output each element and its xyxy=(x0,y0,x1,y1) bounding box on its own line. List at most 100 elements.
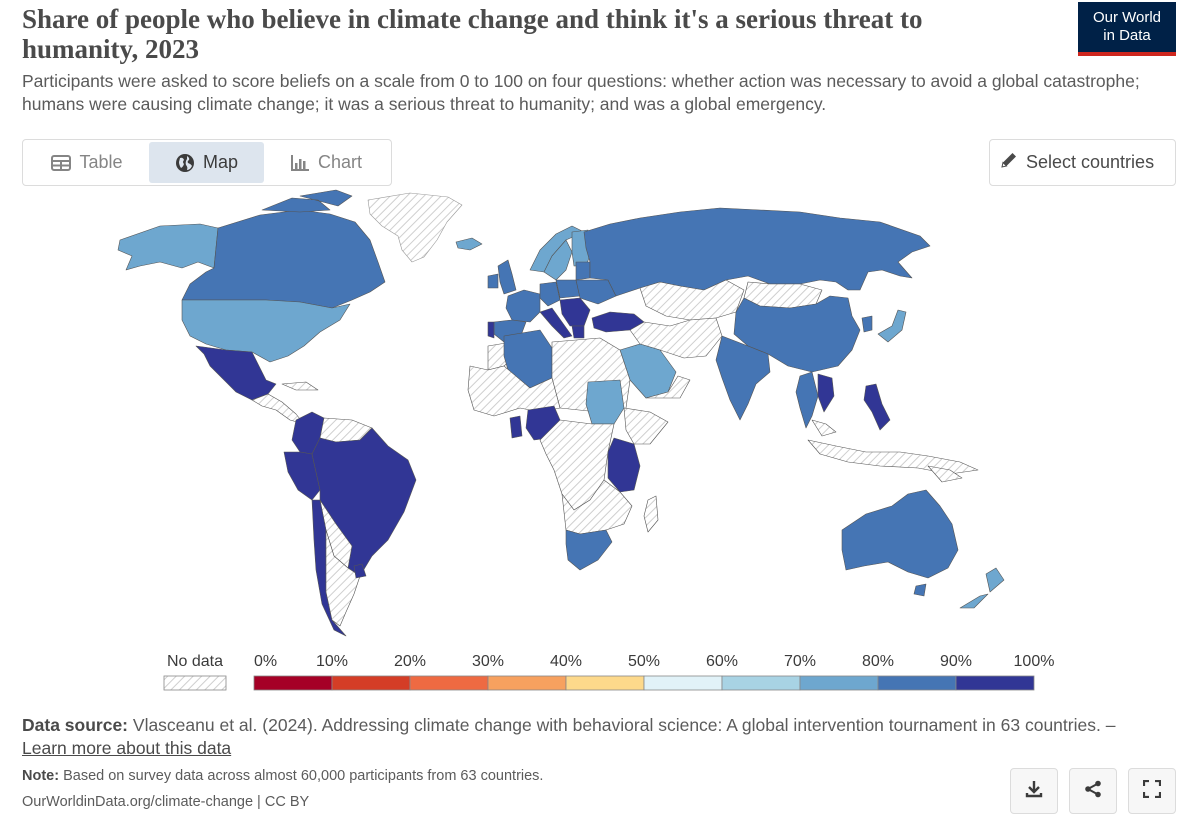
note-text: Based on survey data across almost 60,00… xyxy=(63,768,544,784)
region-alaska[interactable] xyxy=(117,223,219,271)
region-south-africa[interactable] xyxy=(565,529,613,571)
region-caribbean[interactable] xyxy=(281,381,319,391)
legend-no-data-swatch xyxy=(163,675,227,691)
region-new-zealand[interactable] xyxy=(959,567,1005,609)
region-argentina[interactable] xyxy=(325,529,361,627)
legend-bin-0[interactable] xyxy=(253,675,333,691)
region-germany[interactable] xyxy=(539,281,561,307)
region-indonesia[interactable] xyxy=(807,439,979,475)
download-icon xyxy=(1024,779,1044,804)
region-saudi-arabia[interactable] xyxy=(619,343,677,399)
share-icon xyxy=(1083,779,1103,804)
region-vietnam[interactable] xyxy=(817,373,835,413)
region-japan[interactable] xyxy=(877,309,907,343)
region-png[interactable] xyxy=(927,465,963,483)
legend-tick-label: 50% xyxy=(628,653,660,670)
legend-bin-1[interactable] xyxy=(331,675,411,691)
region-australia[interactable] xyxy=(841,489,959,579)
note: Note: Based on survey data across almost… xyxy=(22,768,543,784)
region-central-america[interactable] xyxy=(251,393,305,425)
region-italy[interactable] xyxy=(539,307,573,339)
tab-map[interactable]: Map xyxy=(149,142,264,183)
region-uruguay[interactable] xyxy=(353,563,367,579)
learn-more-link[interactable]: Learn more about this data xyxy=(22,738,232,758)
legend-bin-5[interactable] xyxy=(643,675,723,691)
legend-tick-label: 40% xyxy=(550,653,582,670)
legend-tick-label: 100% xyxy=(1014,653,1055,670)
legend-bin-6[interactable] xyxy=(721,675,801,691)
region-madagascar[interactable] xyxy=(643,495,659,533)
source-text: Vlasceanu et al. (2024). Addressing clim… xyxy=(132,715,1116,735)
fullscreen-button[interactable] xyxy=(1128,768,1176,814)
tab-table[interactable]: Table xyxy=(25,142,149,183)
fullscreen-icon xyxy=(1142,779,1162,803)
region-greece[interactable] xyxy=(571,325,585,339)
region-usa[interactable] xyxy=(181,299,351,363)
pencil-icon xyxy=(1000,151,1018,174)
tab-chart-label: Chart xyxy=(317,152,362,172)
legend-tick-label: 0% xyxy=(254,653,277,670)
source-label: Data source: xyxy=(22,715,129,735)
region-brazil[interactable] xyxy=(311,427,417,577)
select-countries-label: Select countries xyxy=(1026,152,1155,172)
region-thailand[interactable] xyxy=(795,371,819,429)
legend-bin-8[interactable] xyxy=(877,675,957,691)
view-tabs: Table Map Chart xyxy=(22,139,392,186)
region-ireland[interactable] xyxy=(487,273,499,289)
region-canada-islands[interactable] xyxy=(261,189,353,213)
region-portugal[interactable] xyxy=(487,321,495,339)
world-map xyxy=(0,188,1180,648)
tab-chart[interactable]: Chart xyxy=(264,142,388,183)
legend-tick-label: 80% xyxy=(862,653,894,670)
tab-table-label: Table xyxy=(79,152,123,172)
region-baltics[interactable] xyxy=(575,261,591,281)
legend-tick-label: 20% xyxy=(394,653,426,670)
logo-line-2: in Data xyxy=(1103,27,1151,44)
region-canada[interactable] xyxy=(181,209,386,309)
region-india[interactable] xyxy=(715,335,771,421)
region-greenland[interactable] xyxy=(367,192,463,263)
legend-tick-label: 30% xyxy=(472,653,504,670)
region-malaysia[interactable] xyxy=(811,419,837,437)
legend-bin-2[interactable] xyxy=(409,675,489,691)
legend-bin-7[interactable] xyxy=(799,675,879,691)
region-sudan[interactable] xyxy=(585,379,625,425)
region-uk[interactable] xyxy=(497,259,517,295)
credit-link[interactable]: OurWorldinData.org/climate-change | CC B… xyxy=(22,794,310,810)
region-south-korea[interactable] xyxy=(861,315,873,333)
legend-tick-label: 10% xyxy=(316,653,348,670)
region-iceland[interactable] xyxy=(455,237,483,251)
region-yemen-oman[interactable] xyxy=(645,375,691,399)
data-source: Data source: Vlasceanu et al. (2024). Ad… xyxy=(22,714,1162,760)
note-label: Note: xyxy=(22,768,60,784)
share-button[interactable] xyxy=(1069,768,1117,814)
legend-tick-label: 60% xyxy=(706,653,738,670)
region-ethiopia-horn[interactable] xyxy=(623,407,669,445)
region-kenya-tanzania[interactable] xyxy=(607,437,641,493)
region-philippines[interactable] xyxy=(863,383,891,431)
legend-bin-9[interactable] xyxy=(955,675,1035,691)
globe-icon xyxy=(175,153,195,173)
region-tasmania[interactable] xyxy=(913,583,927,597)
region-russia[interactable] xyxy=(583,207,931,297)
region-balkans[interactable] xyxy=(559,297,591,327)
select-countries-button[interactable]: Select countries xyxy=(989,139,1176,186)
legend-tick-label: 70% xyxy=(784,653,816,670)
legend-bin-4[interactable] xyxy=(565,675,645,691)
owid-logo[interactable]: Our World in Data xyxy=(1078,2,1176,56)
download-button[interactable] xyxy=(1010,768,1058,814)
region-ukraine[interactable] xyxy=(575,279,617,305)
legend-no-data-label: No data xyxy=(167,653,223,670)
region-ghana[interactable] xyxy=(509,415,523,439)
chart-icon xyxy=(290,154,310,172)
region-kazakhstan[interactable] xyxy=(639,279,745,321)
region-chile[interactable] xyxy=(311,499,347,637)
chart-title: Share of people who believe in climate c… xyxy=(22,4,923,64)
logo-line-1: Our World xyxy=(1092,9,1162,26)
table-icon xyxy=(51,154,72,171)
map-legend: No data 0% 10% 20% 30% 40% 50% 60% 70% 80% 90% 100… xyxy=(0,648,1180,698)
legend-bin-3[interactable] xyxy=(487,675,567,691)
chart-subtitle: Participants were asked to score beliefs… xyxy=(22,71,1140,114)
region-france[interactable] xyxy=(505,289,541,323)
tab-map-label: Map xyxy=(202,152,238,172)
